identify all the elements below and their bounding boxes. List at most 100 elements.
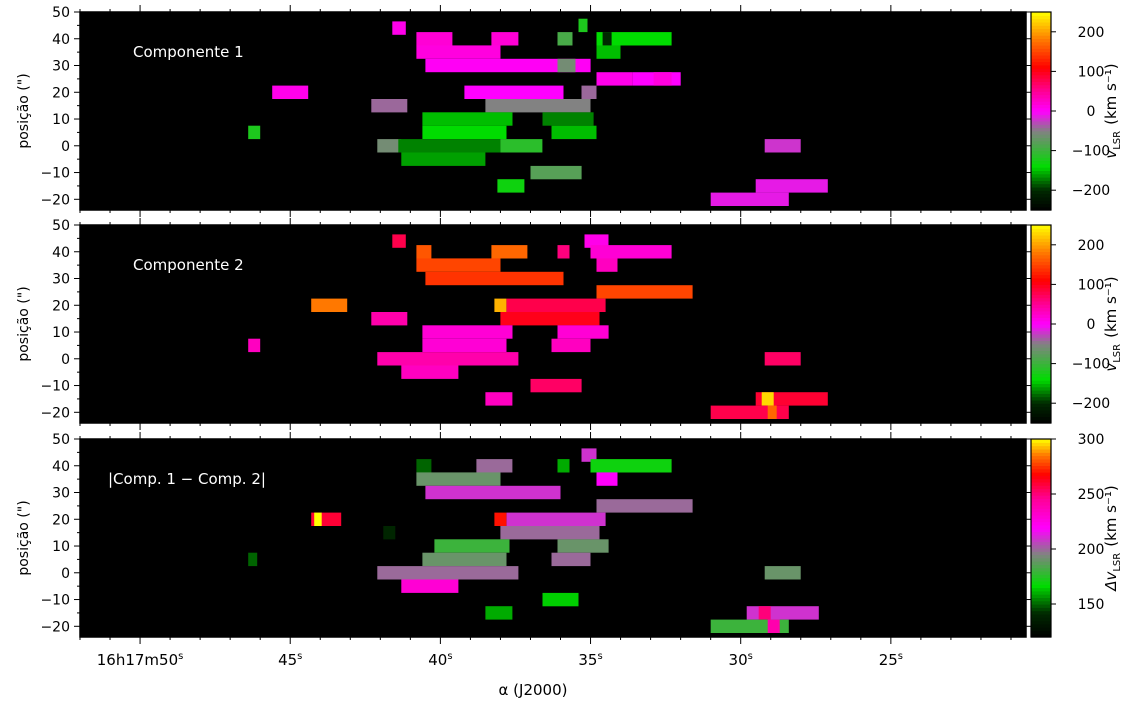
- colorbar-label-sub: LSR: [1112, 344, 1123, 363]
- y-axis-label: posição ("): [16, 286, 32, 361]
- x-tick-label: 35s: [578, 651, 602, 669]
- y-tick-label: 20: [52, 85, 70, 101]
- heatmap-cell: [558, 59, 576, 72]
- heatmap-cell: [416, 245, 431, 258]
- x-tick-unit: s: [178, 651, 183, 662]
- heatmap-cell: [552, 126, 597, 139]
- colorbar: 150 200 250 300 ΔvLSR (km s⁻¹): [1031, 432, 1123, 638]
- y-tick-label: 0: [61, 566, 70, 582]
- heatmap-cell: [558, 32, 573, 45]
- heatmap-cell: [377, 352, 518, 365]
- heatmap-cell: [311, 299, 347, 312]
- x-tick-value: 30: [729, 651, 748, 669]
- panel-annotation: Componente 1: [133, 43, 244, 61]
- y-tick-label: 40: [52, 32, 70, 48]
- x-tick-value: 25: [879, 651, 898, 669]
- heatmap-cell: [603, 32, 612, 45]
- heatmap-cell: [765, 566, 801, 579]
- heatmap-cell: [248, 126, 260, 139]
- y-tick-label: 40: [52, 245, 70, 261]
- heatmap-cell: [422, 339, 506, 352]
- colorbar-label-sub: LSR: [1112, 553, 1123, 572]
- heatmap-cell: [500, 312, 599, 325]
- x-tick-unit: s: [597, 651, 602, 662]
- x-tick-label: 45s: [278, 651, 302, 669]
- heatmap-cell: [654, 72, 672, 85]
- heatmap-cell: [371, 312, 407, 325]
- heatmap-cell: [582, 86, 597, 99]
- heatmap-cell: [272, 86, 308, 99]
- colorbar-tick-label: 150: [1078, 597, 1105, 613]
- colorbar-tick-label: −200: [1072, 396, 1110, 412]
- heatmap-cell: [491, 32, 518, 45]
- heatmap-cell: [597, 472, 618, 485]
- y-tick-label: −10: [40, 379, 70, 395]
- y-axis-label: posição ("): [16, 73, 32, 148]
- heatmap-cell: [416, 472, 500, 485]
- heatmap-cell: [591, 245, 672, 258]
- heatmap-cell: [765, 352, 801, 365]
- heatmap-cell: [485, 392, 512, 405]
- heatmap-cell: [485, 99, 590, 112]
- heatmap-cell: [314, 513, 322, 526]
- heatmap-cell: [377, 139, 401, 152]
- heatmap-cell: [422, 553, 506, 566]
- heatmap-panel-3: −20 −10 0 10 20 30 40 50 posição (") |Comp. 1 − C…: [16, 432, 1123, 644]
- colorbar-label-unit: (km s⁻¹): [1102, 63, 1120, 125]
- heatmap-cell: [434, 539, 509, 552]
- colorbar-label-unit: (km s⁻¹): [1102, 485, 1120, 547]
- heatmap-cell: [768, 620, 780, 633]
- y-tick-label: 30: [52, 486, 70, 502]
- y-tick-label: 40: [52, 459, 70, 475]
- colorbar-label-main: Δv: [1102, 571, 1120, 592]
- panel-annotation: |Comp. 1 − Comp. 2|: [108, 470, 266, 488]
- heatmap-cell: [416, 45, 500, 58]
- heatmap-cell: [597, 72, 633, 85]
- heatmap-cell: [494, 299, 506, 312]
- heatmap-cell: [531, 166, 582, 179]
- x-tick-unit: s: [898, 651, 903, 662]
- x-tick-prefix: 16h17m: [97, 651, 159, 669]
- y-axis-label: posição ("): [16, 500, 32, 575]
- heatmap-cell: [558, 325, 609, 338]
- heatmap-cell: [377, 566, 518, 579]
- colorbar-label: ΔvLSR (km s⁻¹): [1102, 485, 1123, 592]
- heatmap-cell: [762, 392, 774, 405]
- y-tick-label: 50: [52, 5, 70, 21]
- heatmap-cell: [597, 258, 618, 271]
- x-tick-value: 40: [428, 651, 447, 669]
- y-tick-label: −20: [40, 405, 70, 421]
- heatmap-cell: [398, 139, 500, 152]
- heatmap-cell: [711, 406, 789, 419]
- heatmap-cell: [711, 193, 789, 206]
- colorbar-tick-label: 0: [1087, 104, 1096, 120]
- heatmap-panel-2: −20−1001020304050posição (")Componente 2…: [16, 218, 1123, 430]
- colorbar-tick-label: 100: [1078, 64, 1105, 80]
- x-tick-unit: s: [297, 651, 302, 662]
- heatmap-cell: [500, 526, 599, 539]
- colorbar-label-unit: (km s⁻¹): [1102, 276, 1120, 338]
- heatmap-cell: [392, 234, 406, 247]
- x-tick-label: 30s: [729, 651, 753, 669]
- y-tick-label: −20: [40, 192, 70, 208]
- heatmap-cell: [756, 179, 828, 192]
- colorbar-tick-label: 200: [1078, 542, 1105, 558]
- heatmap-cell: [401, 366, 458, 379]
- heatmap-cell: [531, 379, 582, 392]
- heatmap-cell: [591, 459, 672, 472]
- heatmap-cell: [558, 539, 609, 552]
- heatmap-cell: [507, 513, 606, 526]
- heatmap-cell: [507, 299, 606, 312]
- heatmap-cell: [558, 245, 570, 258]
- y-tick-label: 10: [52, 112, 70, 128]
- heatmap-cell: [392, 21, 406, 34]
- heatmap-cell: [552, 553, 591, 566]
- heatmap-cell: [759, 606, 771, 619]
- y-tick-label: 10: [52, 539, 70, 555]
- heatmap-cell: [416, 459, 431, 472]
- heatmap-cell: [552, 339, 591, 352]
- colorbar-label-sub: LSR: [1112, 131, 1123, 150]
- heatmap-cell: [500, 139, 542, 152]
- heatmap-cell: [485, 606, 512, 619]
- heatmap-cell: [383, 526, 395, 539]
